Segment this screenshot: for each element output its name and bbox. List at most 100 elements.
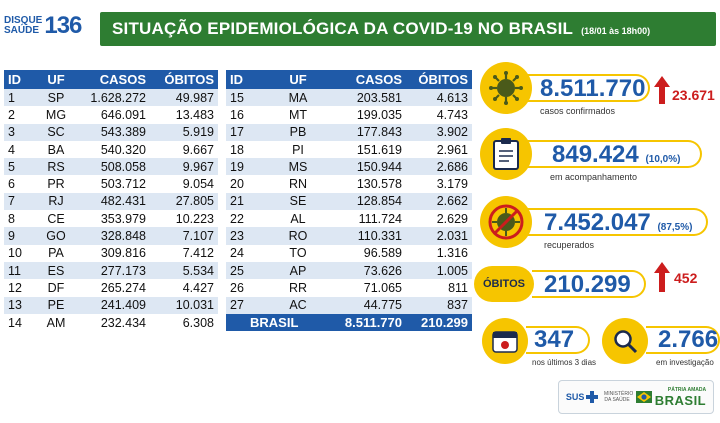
cross-icon (586, 391, 599, 403)
cell-obitos: 7.412 (150, 244, 218, 262)
recovered-label: recuperados (544, 240, 595, 250)
cell-casos: 277.173 (76, 261, 150, 280)
cell-obitos: 49.987 (150, 89, 218, 107)
cell-id: 8 (4, 210, 36, 228)
cell-id: 23 (226, 227, 270, 245)
investigation-pill (646, 326, 720, 354)
cell-casos: 130.578 (326, 175, 406, 193)
table-row: 5 RS 508.058 9.967 (4, 158, 218, 176)
cell-uf: DF (36, 279, 76, 297)
states-table-right: ID UF CASOS ÓBITOS 15 MA 203.581 4.613 16 MT 1… (226, 70, 472, 332)
total-row: BRASIL 8.511.770 210.299 (226, 313, 472, 332)
cell-id: 15 (226, 89, 270, 107)
col-header-uf: UF (36, 70, 76, 89)
brasil-logo: PÁTRIA AMADA BRASIL (635, 386, 707, 408)
cell-casos: 111.724 (326, 210, 406, 228)
cell-uf: AL (270, 210, 326, 228)
cell-casos: 73.626 (326, 261, 406, 280)
cell-uf: MA (270, 89, 326, 107)
cell-casos: 203.581 (326, 89, 406, 107)
states-table-left: ID UF CASOS ÓBITOS 1 SP 1.628.272 49.987 2 MG… (4, 70, 218, 332)
table-row: 18 PI 151.619 2.961 (226, 140, 472, 159)
cell-obitos: 4.427 (150, 279, 218, 297)
table-row: 20 RN 130.578 3.179 (226, 175, 472, 193)
table-row: 11 ES 277.173 5.534 (4, 261, 218, 280)
cell-uf: MS (270, 158, 326, 176)
cell-casos: 241.409 (76, 296, 150, 314)
magnifier-icon (602, 318, 648, 364)
cell-id: 11 (4, 261, 36, 280)
table-row: 9 GO 328.848 7.107 (4, 227, 218, 245)
up-arrow-icon (654, 262, 670, 292)
cell-uf: AC (270, 296, 326, 314)
cell-uf: SE (270, 192, 326, 211)
cell-uf: RR (270, 279, 326, 297)
table-row: 7 RJ 482.431 27.805 (4, 192, 218, 211)
table-row: 25 AP 73.626 1.005 (226, 261, 472, 280)
table-row: 22 AL 111.724 2.629 (226, 210, 472, 228)
virus-icon (480, 62, 532, 114)
cell-obitos: 9.667 (150, 140, 218, 159)
table-row: 4 BA 540.320 9.667 (4, 140, 218, 159)
recovered-virus-icon (480, 196, 532, 248)
cell-obitos: 837 (406, 296, 472, 314)
cell-id: 19 (226, 158, 270, 176)
cell-obitos: 2.662 (406, 192, 472, 211)
table-row: 13 PE 241.409 10.031 (4, 296, 218, 314)
confirmed-label: casos confirmados (540, 106, 616, 116)
cell-id: 9 (4, 227, 36, 245)
table-row: 24 TO 96.589 1.316 (226, 244, 472, 262)
cell-obitos: 2.686 (406, 158, 472, 176)
cell-uf: SP (36, 89, 76, 107)
cell-id: 14 (4, 313, 36, 332)
recovered-value-row: 7.452.047 (87,5%) (544, 209, 692, 237)
col-header-id: ID (4, 70, 36, 89)
monitoring-pct: (10,0%) (645, 154, 681, 165)
cell-id: 5 (4, 158, 36, 176)
page-title: SITUAÇÃO EPIDEMIOLÓGICA DA COVID-19 NO B… (112, 19, 574, 38)
clipboard-icon (480, 128, 532, 180)
cell-casos: 482.431 (76, 192, 150, 211)
logo-line2: SAÚDE (4, 25, 40, 36)
recovered-pill (524, 208, 708, 236)
cell-casos: 232.434 (76, 313, 150, 332)
table-row: 14 AM 232.434 6.308 (4, 313, 218, 332)
col-header-casos: CASOS (326, 70, 406, 89)
cell-obitos: 10.223 (150, 210, 218, 228)
monitoring-value: 849.424 (552, 141, 639, 168)
cell-casos: 353.979 (76, 210, 150, 228)
recovered-pct: (87,5%) (657, 222, 693, 233)
cell-casos: 150.944 (326, 158, 406, 176)
cell-id: 21 (226, 192, 270, 211)
flag-icon (635, 391, 652, 403)
col-header-id: ID (226, 70, 270, 89)
sus-text: SUS (565, 392, 585, 402)
cell-uf: RS (36, 158, 76, 176)
cell-casos: 508.058 (76, 158, 150, 176)
cell-id: 10 (4, 244, 36, 262)
cell-id: 22 (226, 210, 270, 228)
cell-id: 18 (226, 140, 270, 159)
cell-casos: 540.320 (76, 140, 150, 159)
cell-id: 25 (226, 261, 270, 280)
cell-id: 1 (4, 89, 36, 107)
cell-casos: 309.816 (76, 244, 150, 262)
cell-uf: PB (270, 123, 326, 141)
cell-casos: 503.712 (76, 175, 150, 193)
last3-pill (526, 326, 590, 354)
cell-obitos: 3.902 (406, 123, 472, 141)
cell-casos: 110.331 (326, 227, 406, 245)
cell-obitos: 10.031 (150, 296, 218, 314)
deaths-value: 210.299 (544, 271, 631, 298)
cell-obitos: 4.613 (406, 89, 472, 107)
cell-uf: MT (270, 106, 326, 124)
cell-id: 13 (4, 296, 36, 314)
cell-casos: 96.589 (326, 244, 406, 262)
investigation-label: em investigação (656, 358, 714, 367)
footer-logos: SUS MINISTÉRIO DA SAÚDE PÁTRIA AMADA BRA… (558, 380, 714, 414)
deaths-delta: 452 (674, 270, 698, 286)
patria-text: PÁTRIA AMADA (667, 386, 707, 393)
cell-obitos: 811 (406, 279, 472, 297)
sus-logo: SUS (566, 391, 599, 403)
cell-id: 27 (226, 296, 270, 314)
